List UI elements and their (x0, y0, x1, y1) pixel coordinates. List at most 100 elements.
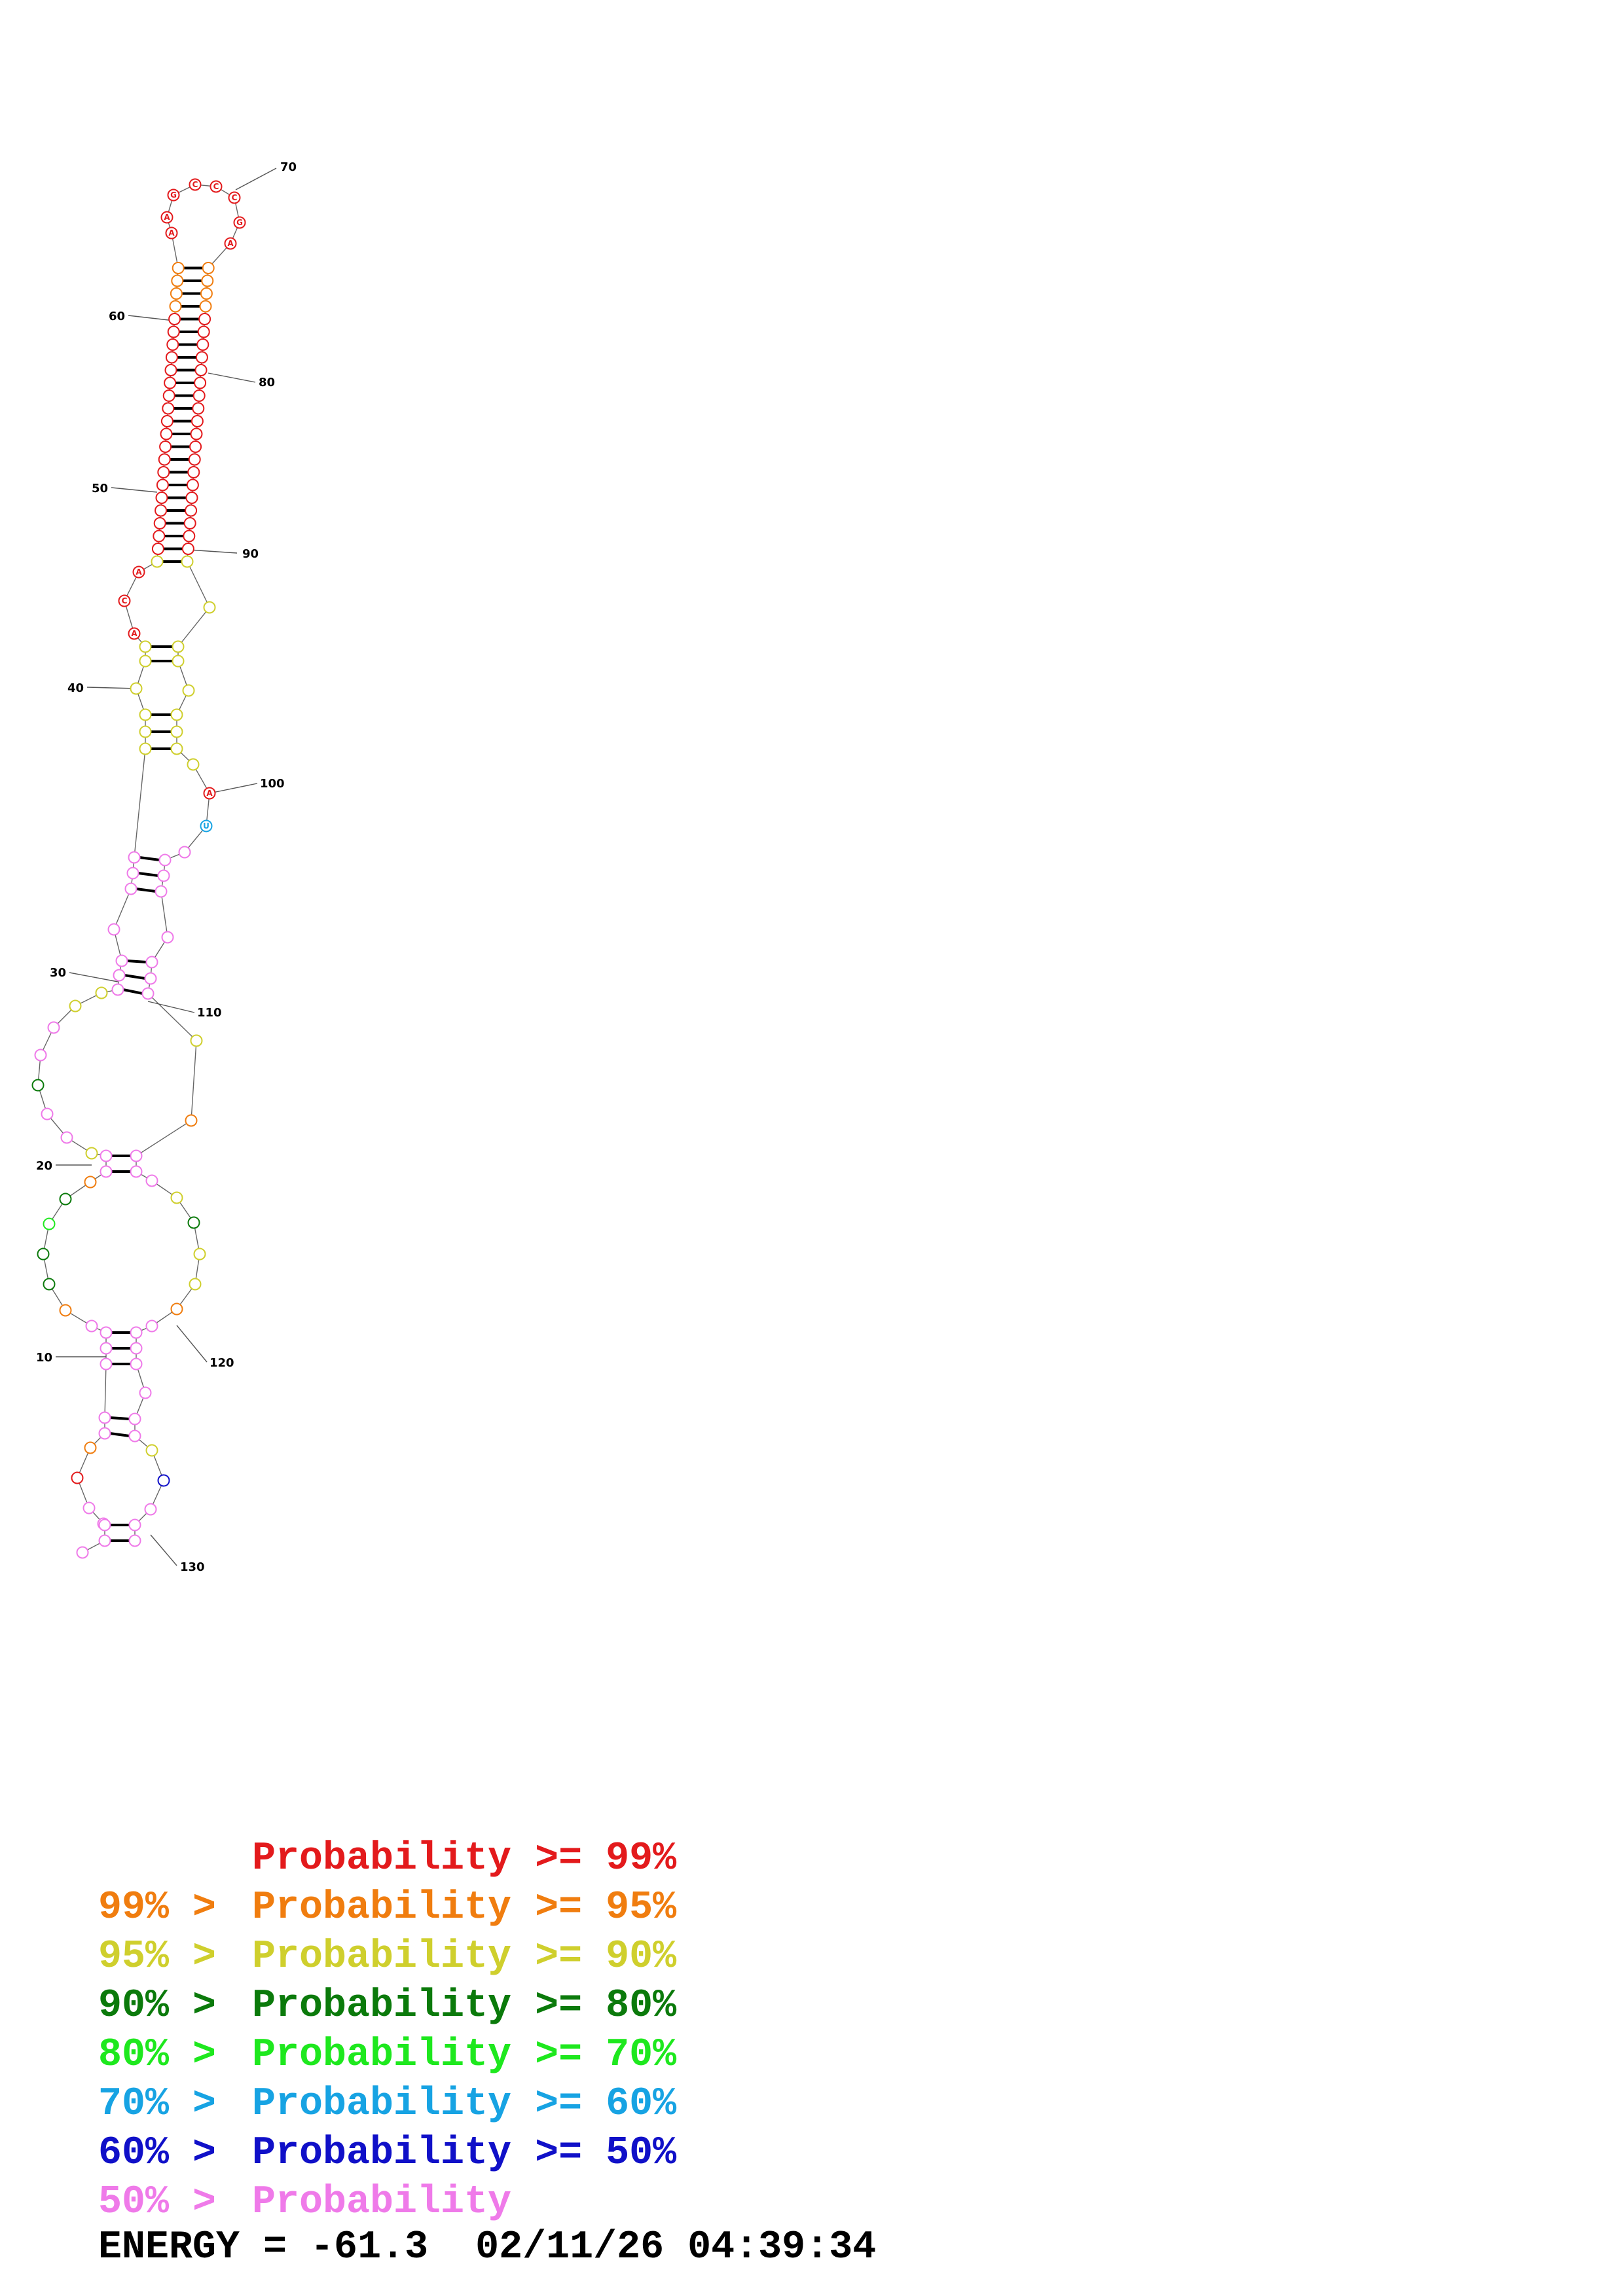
nucleotide-circle (153, 517, 166, 529)
nucleotide-circle (155, 885, 168, 898)
nucleotide-circle (172, 640, 185, 653)
nucleotide (200, 287, 213, 300)
nucleotide (157, 466, 170, 478)
nucleotide (198, 313, 211, 325)
nucleotide-circle (84, 1441, 97, 1454)
nucleotide-circle (98, 1518, 111, 1532)
nucleotide-circle (183, 529, 196, 543)
nucleotide-circle (159, 440, 172, 453)
position-label: 120 (210, 1356, 234, 1370)
legend-prefix: 99% > (98, 1886, 217, 1930)
nucleotide (199, 300, 212, 313)
legend-prefix: 90% > (98, 1984, 217, 2028)
nucleotide-letter: A (136, 567, 142, 577)
nucleotide-circle (118, 594, 131, 607)
nucleotide (187, 1216, 200, 1229)
nucleotide-circle (162, 389, 175, 402)
position-tick (69, 972, 119, 982)
nucleotide (162, 389, 175, 402)
nucleotide (139, 725, 152, 738)
position-label: 60 (109, 310, 125, 323)
nucleotide-circle (168, 313, 181, 325)
nucleotide (162, 402, 175, 415)
position-label: 90 (242, 547, 259, 561)
position-label: 40 (67, 681, 84, 695)
nucleotide-circle (167, 188, 180, 202)
nucleotide-circle (160, 427, 173, 440)
nucleotide-letter: G (170, 190, 177, 200)
nucleotide-circle (128, 1518, 141, 1532)
nucleotide-circle (210, 180, 223, 193)
nucleotide (139, 708, 152, 721)
nucleotide (160, 427, 173, 440)
nucleotide-circle (155, 504, 168, 517)
nucleotide-circle (139, 1386, 152, 1399)
nucleotide-circle (31, 1079, 45, 1092)
legend-prefix: 50% > (98, 2180, 217, 2225)
nucleotide (193, 1247, 206, 1261)
nucleotide-circle (130, 1326, 143, 1339)
nucleotide-circle (233, 216, 246, 229)
nucleotide (113, 969, 126, 982)
nucleotide (126, 867, 139, 880)
position-tick (111, 487, 158, 493)
nucleotide (195, 351, 208, 364)
nucleotide (157, 869, 170, 882)
nucleotide-circle (162, 402, 175, 415)
nucleotide-circle (200, 287, 213, 300)
nucleotide (31, 1079, 45, 1092)
nucleotide-circle (203, 787, 216, 800)
nucleotide (141, 987, 155, 1000)
legend-label: Probability (252, 1886, 512, 1930)
nucleotide-circle (185, 1114, 198, 1127)
nucleotide (203, 601, 216, 614)
nucleotide (201, 274, 214, 287)
nucleotide-circle (100, 1165, 113, 1178)
nucleotide-circle (157, 869, 170, 882)
legend-threshold: >= 80% (535, 1984, 677, 2028)
base-pair-bond (124, 974, 146, 980)
nucleotide-circle (128, 1429, 141, 1443)
nucleotide-circle (128, 1534, 141, 1547)
nucleotide-circle (139, 708, 152, 721)
nucleotide (186, 478, 199, 492)
nucleotide-circle (98, 1411, 111, 1424)
nucleotide (139, 640, 152, 653)
legend-prefix: 70% > (98, 2082, 217, 2126)
nucleotide-letter: C (213, 182, 219, 191)
nucleotide-circle (139, 655, 152, 668)
position-tick (150, 1534, 177, 1566)
nucleotide-circle (100, 1326, 113, 1339)
nucleotide (37, 1247, 50, 1261)
nucleotide-circle (95, 986, 108, 999)
nucleotide-circle (111, 983, 124, 996)
nucleotide-circle (167, 325, 180, 338)
nucleotide-circle (130, 682, 143, 695)
nucleotide (187, 466, 200, 478)
nucleotide-circle (141, 987, 155, 1000)
nucleotide (128, 1429, 141, 1443)
nucleotide-circle (160, 211, 173, 224)
nucleotide-circle (185, 492, 198, 504)
nucleotide-circle (100, 1357, 113, 1371)
nucleotide-circle (43, 1278, 56, 1291)
nucleotide (192, 389, 206, 402)
legend-threshold: >= 99% (535, 1837, 677, 1881)
nucleotide (156, 478, 169, 492)
nucleotide (144, 1503, 157, 1516)
nucleotide (160, 415, 173, 427)
timestamp: 02/11/26 04:39:34 (475, 2225, 877, 2270)
nucleotide (192, 402, 205, 415)
nucleotide-circle (139, 640, 152, 653)
nucleotide-circle (128, 851, 141, 864)
nucleotide-circle (164, 376, 177, 389)
nucleotide: A (203, 787, 216, 800)
nucleotide (151, 555, 164, 568)
nucleotide-circle (172, 655, 185, 668)
nucleotide-letter: A (131, 629, 137, 638)
nucleotide-circle (128, 1412, 141, 1426)
nucleotide-circle (181, 543, 194, 555)
nucleotide (172, 640, 185, 653)
nucleotide-circle (169, 300, 182, 313)
